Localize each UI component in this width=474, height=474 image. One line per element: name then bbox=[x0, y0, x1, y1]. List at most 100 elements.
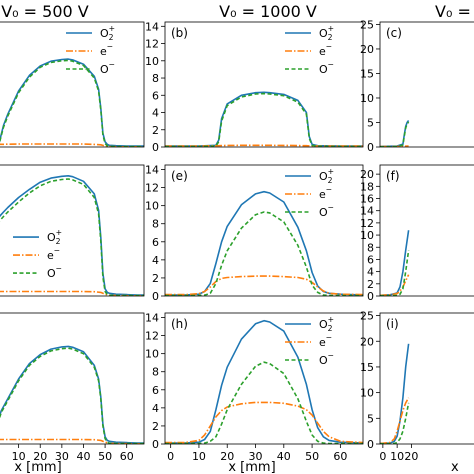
x-tick-label: 50 bbox=[305, 450, 319, 463]
x-tick-label: 60 bbox=[120, 450, 134, 463]
panel-label: (e) bbox=[171, 169, 188, 183]
legend-label: O2+ bbox=[319, 24, 334, 42]
subplot-d: O2+e− O− bbox=[0, 164, 145, 297]
y-tick-label: 16 bbox=[360, 193, 374, 206]
y-tick-label: 10 bbox=[360, 229, 374, 242]
subplot-a: O2+e− O− bbox=[0, 21, 145, 148]
legend-label: O− bbox=[319, 203, 334, 219]
x-tick-label: 60 bbox=[333, 450, 347, 463]
y-tick-label: 25 bbox=[360, 18, 374, 31]
series-group bbox=[165, 91, 363, 147]
plot-frame bbox=[164, 164, 364, 297]
y-tick-label: 6 bbox=[367, 253, 374, 266]
series-group bbox=[165, 190, 363, 296]
series-line-eminus bbox=[165, 401, 363, 444]
y-tick-label: 5 bbox=[367, 412, 374, 425]
x-tick-label: 0 bbox=[379, 450, 386, 463]
y-tick-label: 12 bbox=[360, 217, 374, 230]
series-line-O2plus bbox=[165, 319, 363, 444]
y-tick-label: 14 bbox=[145, 20, 159, 33]
legend-label: e− bbox=[319, 185, 332, 201]
column-title: V₀ = bbox=[435, 2, 471, 21]
y-tick-label: 10 bbox=[360, 92, 374, 105]
y-tick-label: 15 bbox=[360, 67, 374, 80]
x-tick-label: 20 bbox=[404, 450, 418, 463]
legend-label: e− bbox=[319, 42, 332, 58]
legend-label: O− bbox=[319, 351, 334, 367]
y-tick-label: 8 bbox=[367, 241, 374, 254]
x-tick-label: 10 bbox=[192, 450, 206, 463]
series-line-O2plus bbox=[0, 345, 144, 444]
series-line-eminus bbox=[380, 274, 410, 296]
series-group bbox=[380, 343, 410, 444]
y-tick-label: 8 bbox=[152, 366, 159, 379]
panel-label: (c) bbox=[386, 26, 402, 40]
column-title: V₀ = 500 V bbox=[1, 2, 89, 21]
y-tick-label: 25 bbox=[360, 310, 374, 323]
series-group bbox=[380, 230, 410, 296]
y-tick-label: 18 bbox=[360, 180, 374, 193]
series-line-eminus bbox=[380, 145, 409, 147]
series-group bbox=[380, 120, 410, 147]
y-tick-label: 14 bbox=[360, 205, 374, 218]
y-tick-label: 4 bbox=[152, 254, 159, 267]
y-tick-label: 14 bbox=[145, 312, 159, 325]
x-axis-label: x [mm] bbox=[14, 460, 61, 474]
panel-label: (i) bbox=[386, 317, 399, 331]
y-tick-label: 20 bbox=[360, 168, 374, 181]
series-line-Ominus bbox=[0, 59, 144, 147]
legend-label: e− bbox=[47, 246, 60, 262]
legend-label: O− bbox=[319, 60, 334, 76]
y-tick-label: 8 bbox=[152, 72, 159, 85]
x-axis-label: x [mm] bbox=[228, 460, 275, 474]
y-tick-label: 4 bbox=[152, 107, 159, 120]
subplot-g: 0 10 20 30 40 50 60 bbox=[0, 312, 145, 463]
plot-frame bbox=[379, 312, 474, 445]
y-tick-label: 0 bbox=[152, 438, 159, 451]
series-line-Ominus bbox=[165, 361, 363, 444]
legend-label: O− bbox=[47, 264, 62, 280]
y-tick-label: 6 bbox=[152, 384, 159, 397]
y-tick-label: 20 bbox=[360, 43, 374, 56]
legend-label: O2+ bbox=[47, 228, 62, 246]
series-line-O2plus bbox=[165, 91, 363, 147]
y-tick-label: 6 bbox=[152, 236, 159, 249]
y-tick-label: 12 bbox=[145, 182, 159, 195]
subplot-c: 0 5 10 15 20 25 (c) bbox=[360, 18, 474, 154]
y-tick-label: 5 bbox=[367, 116, 374, 129]
y-tick-label: 2 bbox=[152, 124, 159, 137]
series-line-Ominus bbox=[0, 347, 144, 444]
y-tick-label: 2 bbox=[367, 278, 374, 291]
y-tick-label: 2 bbox=[152, 272, 159, 285]
subplot-e: 0 2 4 6 8 10 12 14 (e) O2+e− O− bbox=[145, 164, 364, 303]
y-tick-label: 0 bbox=[367, 141, 374, 154]
y-tick-label: 10 bbox=[360, 387, 374, 400]
series-group bbox=[0, 58, 144, 147]
legend-label: e− bbox=[319, 333, 332, 349]
series-line-eminus bbox=[165, 275, 363, 296]
series-group bbox=[0, 175, 144, 296]
subplot-h: 0 2 4 6 8 10 12 14 0 10 20 30 40 50 60 (h) O2+e− O− bbox=[145, 312, 364, 463]
panel-label: (b) bbox=[171, 26, 188, 40]
legend-label: e− bbox=[100, 42, 113, 58]
series-line-eminus bbox=[0, 290, 144, 296]
x-tick-label: 30 bbox=[249, 450, 263, 463]
series-line-O2plus bbox=[380, 343, 410, 444]
legend: O2+e− O− bbox=[66, 24, 115, 76]
series-line-eminus bbox=[380, 397, 410, 444]
y-tick-label: 0 bbox=[152, 141, 159, 154]
plot-frame bbox=[0, 164, 145, 297]
y-tick-label: 4 bbox=[367, 266, 374, 279]
legend: O2+e− O− bbox=[285, 167, 334, 219]
legend-label: O2+ bbox=[100, 24, 115, 42]
series-line-O2plus bbox=[0, 58, 144, 147]
x-axis-label: x bbox=[451, 460, 459, 474]
legend: O2+e− O− bbox=[285, 24, 334, 76]
series-line-Ominus bbox=[380, 121, 410, 147]
panel-label: (f) bbox=[386, 169, 400, 183]
x-tick-label: 40 bbox=[277, 450, 291, 463]
legend-label: O− bbox=[100, 60, 115, 76]
column-title: V₀ = 1000 V bbox=[219, 2, 317, 21]
